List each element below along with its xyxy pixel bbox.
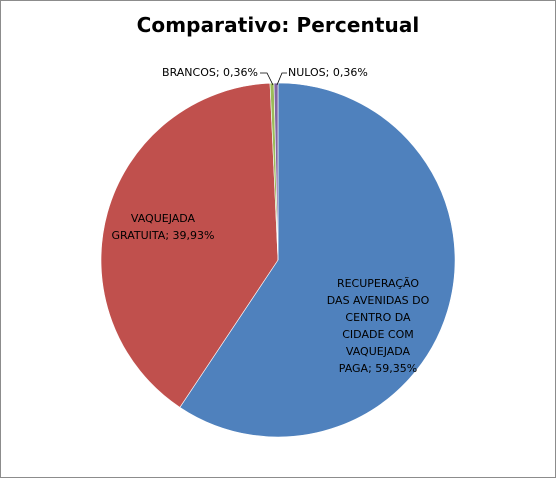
label-line: PAGA; 59,35% [339, 362, 417, 375]
label-line: GRATUITA; 39,93% [112, 229, 215, 242]
leader-line-brancos [260, 72, 274, 86]
slice-recuperacao [179, 82, 456, 438]
leader-line-nulos [276, 72, 287, 86]
slice-vaquejada-gratuita [100, 82, 279, 408]
label-line: NULOS; 0,36% [288, 66, 368, 79]
label-line: CENTRO DA [345, 311, 411, 324]
data-label-brancos: BRANCOS; 0,36% [162, 66, 258, 79]
label-line: VAQUEJADA [131, 212, 196, 225]
label-line: RECUPERAÇÃO [337, 277, 419, 290]
data-label-vaquejada-gratuita: VAQUEJADA GRATUITA; 39,93% [112, 212, 215, 242]
label-line: CIDADE COM [342, 328, 413, 341]
chart-title: Comparativo: Percentual [136, 13, 420, 37]
data-label-recuperacao: RECUPERAÇÃO DAS AVENIDAS DO CENTRO DA CIDAD… [327, 277, 430, 375]
label-line: VAQUEJADA [346, 345, 411, 358]
data-label-nulos: NULOS; 0,36% [288, 66, 368, 79]
label-line: DAS AVENIDAS DO [327, 294, 430, 307]
label-line: BRANCOS; 0,36% [162, 66, 258, 79]
